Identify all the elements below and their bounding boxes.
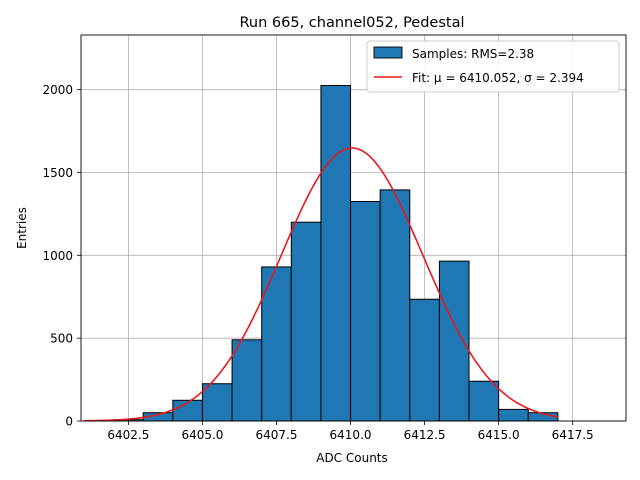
x-axis-label: ADC Counts <box>316 451 388 465</box>
histogram-bars <box>113 85 559 422</box>
y-tick-label: 1500 <box>42 166 73 180</box>
histogram-bar <box>290 221 322 422</box>
y-axis-ticks: 0 500 1000 1500 2000 <box>42 83 81 429</box>
legend-fit-label: Fit: μ = 6410.052, σ = 2.394 <box>412 71 584 85</box>
x-tick-label: 6405.0 <box>181 428 223 442</box>
x-tick-label: 6417.5 <box>552 428 594 442</box>
histogram-bar <box>172 399 203 422</box>
fit-curve-line <box>83 147 559 422</box>
chart-title: Run 665, channel052, Pedestal <box>239 15 464 31</box>
y-tick-label: 2000 <box>42 83 73 97</box>
y-tick-label: 0 <box>65 415 73 429</box>
histogram-bar <box>498 408 529 422</box>
histogram-bar <box>320 85 352 422</box>
histogram-bar <box>379 189 411 422</box>
x-axis-ticks: 6402.5 6405.0 6407.5 6410.0 6412.5 6415.0 6417… <box>107 421 594 442</box>
y-axis-label: Entries <box>15 207 29 249</box>
x-tick-label: 6402.5 <box>107 428 149 442</box>
legend: Samples: RMS=2.38 Fit: μ = 6410.052, σ =… <box>366 40 620 93</box>
x-tick-label: 6412.5 <box>404 428 446 442</box>
x-tick-label: 6410.0 <box>330 428 372 442</box>
y-tick-label: 1000 <box>42 249 73 263</box>
histogram-bar <box>231 339 263 422</box>
x-tick-label: 6415.0 <box>478 428 520 442</box>
histogram-bar <box>468 380 500 422</box>
histogram-bar <box>409 298 440 422</box>
plot-frame <box>80 34 627 422</box>
x-tick-label: 6407.5 <box>255 428 297 442</box>
legend-histogram-swatch <box>373 46 403 59</box>
legend-box <box>366 40 620 93</box>
histogram-bar <box>438 260 470 422</box>
histogram-bar <box>350 200 381 422</box>
histogram-bar <box>201 383 233 422</box>
legend-histogram-label: Samples: RMS=2.38 <box>412 47 534 61</box>
y-tick-label: 500 <box>50 332 73 346</box>
